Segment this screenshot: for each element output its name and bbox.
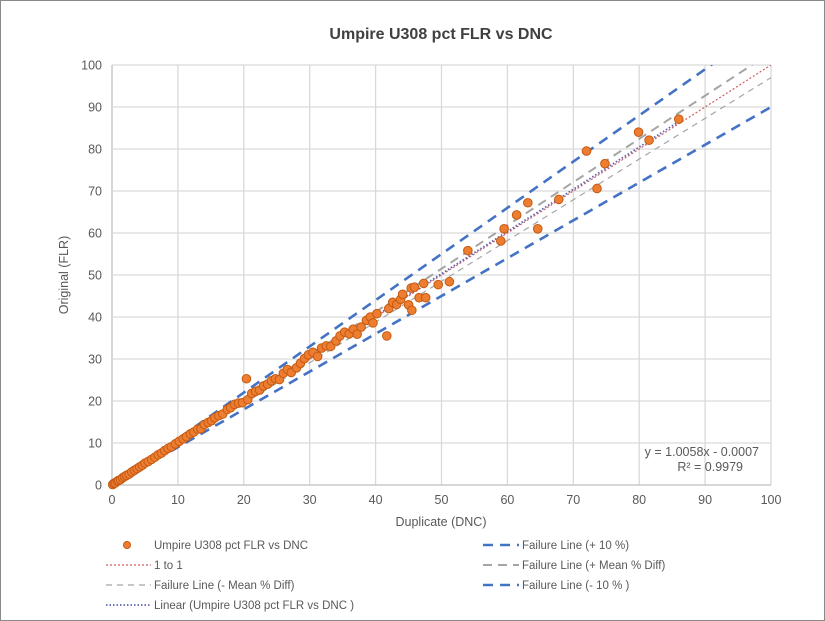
chart-title: Umpire U308 pct FLR vs DNC <box>329 26 553 43</box>
data-point <box>407 305 417 316</box>
y-tick-label: 50 <box>88 269 102 283</box>
x-tick-label: 90 <box>698 493 712 507</box>
data-point <box>433 279 444 290</box>
failure-line-10-line <box>112 105 771 485</box>
data-point <box>463 245 473 256</box>
legend-label: Failure Line (+ 10 %) <box>522 540 629 552</box>
legend-marker-points <box>123 541 131 549</box>
data-point <box>382 331 392 341</box>
failure-line-mean-diff-line <box>112 65 754 485</box>
x-tick-label: 20 <box>237 493 251 507</box>
y-tick-label: 30 <box>88 353 102 367</box>
legend-label: 1 to 1 <box>154 560 183 572</box>
legend-label: Failure Line (- 10 % ) <box>522 580 630 592</box>
data-point <box>368 318 378 328</box>
data-point <box>496 236 506 246</box>
data-point <box>554 194 564 205</box>
data-point <box>644 135 654 145</box>
x-tick-label: 70 <box>566 493 580 507</box>
data-point <box>420 292 431 303</box>
trendline-equation: y = 1.0058x - 0.0007 <box>645 445 759 459</box>
y-tick-label: 20 <box>88 395 102 409</box>
x-tick-label: 0 <box>109 493 116 507</box>
data-point <box>532 224 543 234</box>
data-point <box>397 289 408 300</box>
data-point <box>523 197 533 208</box>
legend: Umpire U308 pct FLR vs DNC Failure Line (… <box>106 540 665 612</box>
x-tick-label: 50 <box>435 493 449 507</box>
y-tick-label: 10 <box>88 437 102 451</box>
x-axis-title: Duplicate (DNC) <box>396 515 487 529</box>
x-tick-label: 60 <box>500 493 514 507</box>
y-tick-label: 90 <box>88 101 102 115</box>
y-tick-label: 40 <box>88 311 102 325</box>
y-tick-label: 70 <box>88 185 102 199</box>
legend-label: Failure Line (+ Mean % Diff) <box>522 560 665 572</box>
data-point <box>356 322 366 332</box>
data-point <box>581 146 592 156</box>
x-tick-label: 10 <box>171 493 185 507</box>
legend-label: Failure Line (- Mean % Diff) <box>154 580 295 592</box>
failure-line-10-line <box>112 65 714 485</box>
r-squared-label: R² = 0.9979 <box>677 460 743 474</box>
y-tick-label: 100 <box>81 59 102 73</box>
x-tick-label: 80 <box>632 493 646 507</box>
data-point <box>592 183 602 194</box>
y-axis-title: Original (FLR) <box>57 236 71 315</box>
data-point <box>409 282 420 292</box>
data-point <box>352 329 362 340</box>
x-tick-label: 100 <box>761 493 782 507</box>
data-point <box>312 351 323 362</box>
data-point <box>633 127 644 137</box>
data-point <box>600 158 610 169</box>
data-point <box>673 114 684 124</box>
data-point <box>511 210 522 220</box>
data-point <box>418 278 429 289</box>
y-tick-label: 0 <box>95 479 102 493</box>
y-tick-label: 80 <box>88 143 102 157</box>
x-tick-label: 40 <box>369 493 383 507</box>
legend-label: Linear (Umpire U308 pct FLR vs DNC ) <box>154 600 354 612</box>
data-point <box>499 224 509 234</box>
x-tick-label: 30 <box>303 493 317 507</box>
data-point <box>241 373 252 384</box>
data-point <box>372 308 382 319</box>
data-point <box>444 276 455 287</box>
legend-label: Umpire U308 pct FLR vs DNC <box>154 540 308 552</box>
y-tick-label: 60 <box>88 227 102 241</box>
